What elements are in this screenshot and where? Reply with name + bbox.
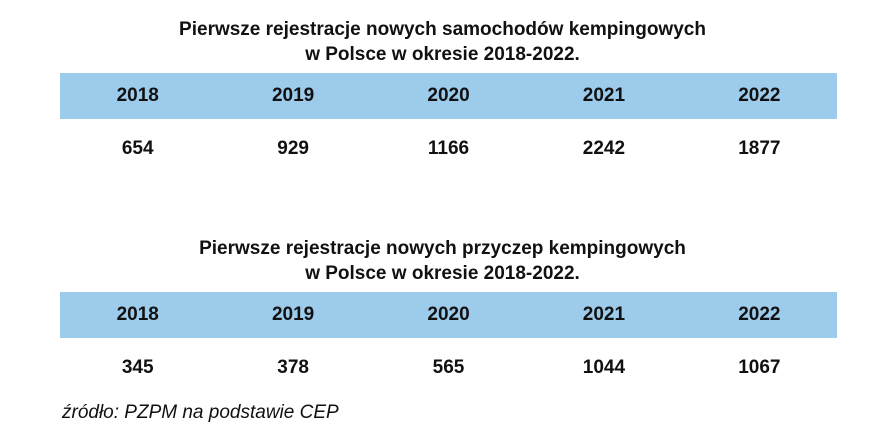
year-cell: 2021 (582, 304, 626, 325)
value-cell: 929 (277, 138, 309, 159)
year-cell: 2022 (738, 85, 781, 106)
value-cell: 1877 (738, 138, 781, 159)
year-cell: 2020 (427, 85, 470, 106)
source-note: źródło: PZPM na podstawie CEP (62, 402, 339, 423)
year-header-row: 2018 2019 2020 2021 2022 (60, 73, 837, 119)
value-cell: 1044 (582, 357, 626, 378)
title-line-1: Pierwsze rejestracje nowych samochodów k… (179, 19, 706, 40)
year-cell: 2020 (427, 304, 470, 325)
table-title: Pierwsze rejestracje nowych przyczep kem… (0, 236, 885, 286)
year-header-row: 2018 2019 2020 2021 2022 (60, 292, 837, 338)
year-cell: 2018 (116, 85, 159, 106)
title-line-1: Pierwsze rejestracje nowych przyczep kem… (199, 238, 686, 259)
value-cell: 378 (277, 357, 309, 378)
value-row: 654 929 1166 2242 1877 (60, 126, 837, 172)
year-cell: 2018 (116, 304, 159, 325)
title-line-2: w Polsce w okresie 2018-2022. (305, 263, 580, 284)
value-cell: 2242 (582, 138, 626, 159)
value-cell: 345 (121, 357, 154, 378)
year-cell: 2019 (271, 304, 315, 325)
year-cell: 2019 (271, 85, 315, 106)
table-title: Pierwsze rejestracje nowych samochodów k… (0, 17, 885, 67)
value-row: 345 378 565 1044 1067 (60, 345, 837, 391)
value-cell: 565 (432, 357, 465, 378)
value-cell: 1067 (738, 357, 781, 378)
title-line-2: w Polsce w okresie 2018-2022. (305, 44, 580, 65)
value-cell: 654 (121, 138, 154, 159)
year-cell: 2021 (582, 85, 626, 106)
value-cell: 1166 (427, 138, 470, 159)
year-cell: 2022 (738, 304, 781, 325)
